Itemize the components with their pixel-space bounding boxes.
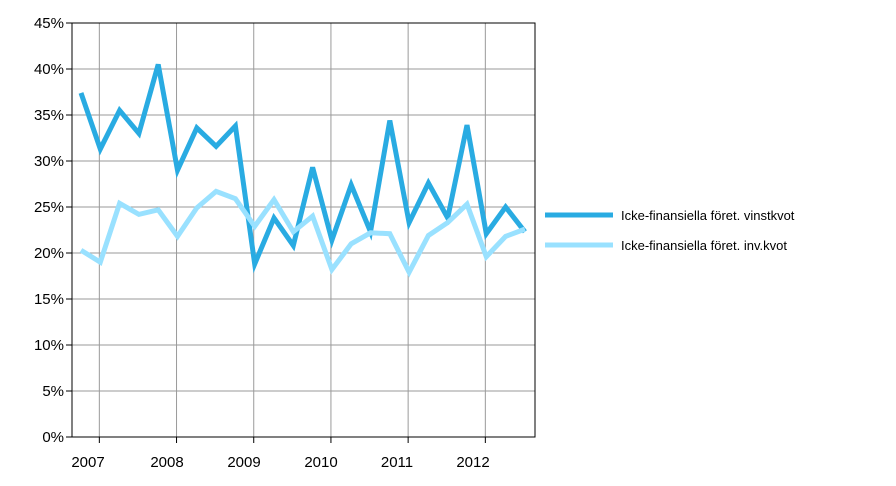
y-tick-label: 35% [34, 107, 64, 124]
y-tick-label: 40% [34, 61, 64, 78]
axes: 0% 5% 10% 15% 20% 25% 30% 35% 40% 45% 2007 2008 2009… [34, 15, 490, 471]
y-tick-label: 25% [34, 199, 64, 216]
grid-lines [72, 22, 535, 438]
y-tick-label: 30% [34, 153, 64, 170]
y-tick-label: 20% [34, 245, 64, 262]
y-tick-label: 10% [34, 337, 64, 354]
series-line-2 [79, 188, 526, 278]
legend: Icke-finansiella föret. vinstkvot Icke-fi… [545, 208, 795, 253]
x-tick-label: 2010 [304, 454, 337, 471]
series-lines [78, 63, 527, 278]
legend-label: Icke-finansiella föret. inv.kvot [621, 238, 787, 253]
x-tick-label: 2012 [456, 454, 489, 471]
y-tick-label: 5% [42, 383, 64, 400]
x-tick-label: 2011 [381, 454, 413, 471]
y-tick-label: 15% [34, 291, 64, 308]
plot-frame [71, 22, 536, 438]
y-tick-label: 45% [34, 15, 64, 32]
legend-label: Icke-finansiella föret. vinstkvot [621, 208, 795, 223]
y-tick-label: 0% [42, 429, 64, 446]
x-tick-label: 2007 [71, 454, 104, 471]
x-tick-label: 2009 [227, 454, 260, 471]
series-line-1 [78, 63, 527, 274]
x-tick-label: 2008 [150, 454, 183, 471]
